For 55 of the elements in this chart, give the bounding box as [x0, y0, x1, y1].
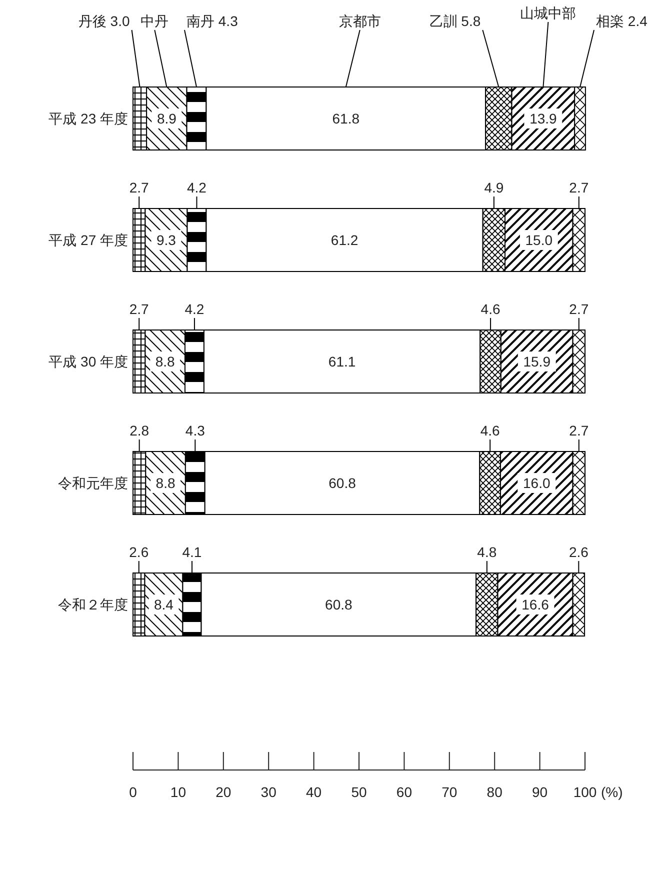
data-label: 2.7	[129, 301, 150, 317]
x-tick-label: 40	[306, 784, 322, 800]
data-label: 8.8	[156, 475, 176, 491]
data-label: 60.8	[328, 475, 356, 491]
x-tick-label: 90	[532, 784, 548, 800]
x-tick-label: 10	[170, 784, 186, 800]
data-label: 61.2	[330, 232, 358, 248]
y-tick-label: 令和元年度	[58, 475, 128, 491]
data-label: 2.7	[569, 301, 589, 317]
data-label: 15.9	[523, 354, 551, 370]
data-label: 15.0	[525, 232, 553, 248]
text: 乙訓 5.8	[429, 13, 481, 29]
x-tick-label: 100	[573, 784, 597, 800]
data-label: 2.7	[569, 422, 589, 438]
y-tick-label: 令和２年度	[58, 596, 128, 612]
x-tick-label: 80	[486, 784, 503, 800]
data-label: 2.6	[568, 544, 589, 560]
data-label: 4.8	[477, 544, 497, 560]
x-tick-label: 0	[129, 784, 138, 800]
data-label: 16.6	[522, 596, 550, 612]
x-axis-title: (%)	[601, 784, 623, 800]
x-tick-label: 20	[216, 784, 232, 800]
data-label: 2.7	[129, 180, 150, 196]
data-label: 4.2	[184, 301, 204, 317]
text: 相楽 2.4	[596, 13, 648, 29]
data-label: 60.8	[325, 596, 352, 612]
data-label: 4.6	[480, 301, 500, 317]
data-label: 2.8	[130, 422, 150, 438]
y-tick-label: 平成 30 年度	[48, 354, 128, 370]
data-label: 13.9	[530, 110, 558, 126]
text: 山城中部	[520, 5, 576, 21]
text: 南丹 4.3	[186, 13, 238, 29]
text: 丹後 3.0	[78, 13, 130, 29]
data-label: 16.0	[523, 475, 550, 491]
x-tick-label: 70	[442, 784, 458, 800]
data-label: 4.3	[185, 422, 206, 438]
data-label: 4.2	[187, 180, 207, 196]
data-label: 8.4	[154, 596, 174, 612]
data-label: 8.8	[155, 354, 176, 370]
data-label: 8.9	[156, 110, 177, 126]
x-tick-label: 50	[351, 784, 367, 800]
y-tick-label: 平成 23 年度	[48, 110, 128, 126]
x-tick-label: 30	[260, 784, 277, 800]
data-label: 2.6	[129, 544, 149, 560]
data-label: 4.9	[484, 180, 504, 196]
y-tick-label: 平成 27 年度	[48, 232, 128, 248]
data-label: 61.1	[328, 354, 356, 370]
data-label: 9.3	[156, 232, 176, 248]
text: 京都市	[338, 13, 381, 29]
text: 中丹	[140, 13, 169, 29]
data-label: 61.8	[332, 110, 360, 126]
x-tick-label: 60	[396, 784, 412, 800]
data-label: 4.6	[480, 422, 500, 438]
data-label: 4.1	[182, 544, 202, 560]
data-label: 2.7	[569, 180, 589, 196]
